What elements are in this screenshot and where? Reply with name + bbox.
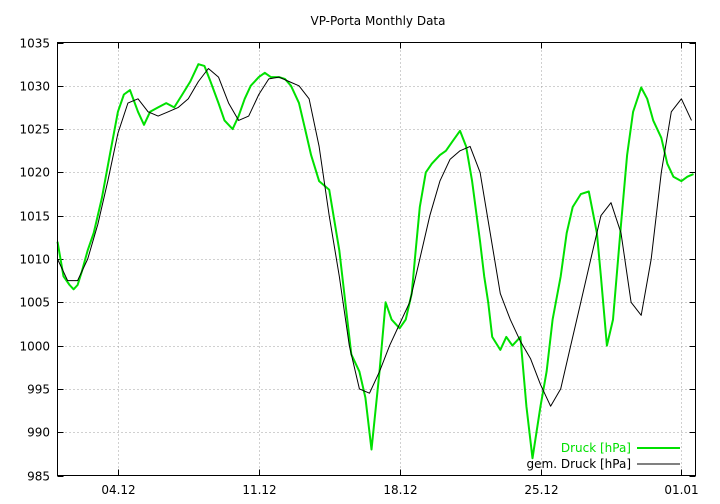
x-tick-label: 25.12 bbox=[524, 483, 558, 497]
series-line-druck bbox=[56, 63, 694, 460]
y-tick-label: 1005 bbox=[19, 296, 50, 310]
y-tick-label: 990 bbox=[27, 426, 50, 440]
series-layer bbox=[56, 63, 694, 460]
y-tick-label: 1015 bbox=[19, 210, 50, 224]
legend: Druck [hPa] gem. Druck [hPa] bbox=[527, 441, 680, 471]
y-tick-label: 1035 bbox=[19, 37, 50, 51]
y-tick-labels: 985 990 995 1000 1005 1010 1015 1020 1025 1030 103… bbox=[19, 37, 50, 484]
legend-label-gem-druck: gem. Druck [hPa] bbox=[527, 457, 631, 471]
series-line-gem-druck bbox=[57, 68, 692, 407]
chart-title: VP-Porta Monthly Data bbox=[311, 14, 446, 28]
y-tick-label: 985 bbox=[27, 470, 50, 484]
y-tick-label: 1020 bbox=[19, 166, 50, 180]
x-tick-label: 04.12 bbox=[101, 483, 135, 497]
legend-label-druck: Druck [hPa] bbox=[561, 441, 631, 455]
y-tick-label: 1030 bbox=[19, 80, 50, 94]
x-tick-label: 11.12 bbox=[242, 483, 276, 497]
x-tick-label: 18.12 bbox=[383, 483, 417, 497]
y-tick-label: 1025 bbox=[19, 123, 50, 137]
y-tick-label: 995 bbox=[27, 383, 50, 397]
y-tick-label: 1010 bbox=[19, 253, 50, 267]
tick-marks bbox=[57, 42, 696, 477]
plot-frame bbox=[57, 42, 696, 476]
x-tick-labels: 04.12 11.12 18.12 25.12 01.01 bbox=[101, 483, 698, 497]
x-tick-label: 01.01 bbox=[664, 483, 698, 497]
y-tick-label: 1000 bbox=[19, 340, 50, 354]
